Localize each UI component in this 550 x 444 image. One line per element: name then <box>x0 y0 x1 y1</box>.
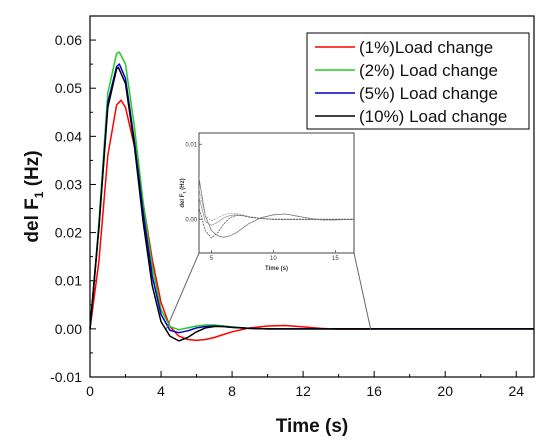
inset-series-line-1 <box>199 173 354 238</box>
x-tick-label: 16 <box>366 383 382 399</box>
x-tick-label: 0 <box>86 383 94 399</box>
legend-label-2: (2%) Load change <box>359 61 498 80</box>
inset-series-line-4 <box>199 204 354 239</box>
inset-y-tick-label: 0.01 <box>185 142 197 148</box>
zoom-line-left <box>165 252 200 330</box>
inset-x-tick-label: 15 <box>332 256 339 262</box>
y-tick-label: 0.04 <box>55 128 82 144</box>
x-tick-label: 20 <box>437 383 453 399</box>
inset-plot: 5 10 15 0.00 0.01 Time (s) del F1 (Hz) <box>180 132 355 272</box>
y-tick-label: 0.05 <box>55 80 82 96</box>
inset-x-tick-label: 10 <box>270 256 277 262</box>
legend-label-4: (10%) Load change <box>359 107 507 126</box>
x-tick-label: 12 <box>295 383 311 399</box>
y-tick-label: -0.01 <box>50 369 82 385</box>
plot-frame <box>89 15 535 378</box>
inset-y-axis-title: del F1 (Hz) <box>180 178 187 207</box>
inset-y-tick-label: 0.00 <box>185 217 197 223</box>
y-tick-label: 0.02 <box>55 225 82 241</box>
legend-label-3: (5%) Load change <box>359 84 498 103</box>
legend: (1%)Load change (2%) Load change (5%) Load… <box>306 32 530 130</box>
inset-frame <box>198 132 355 254</box>
main-plot-area: 0 4 8 12 16 20 24 -0.01 0.00 0.01 0.02 0.03 0.04 0.05… <box>22 15 535 437</box>
x-tick-label: 8 <box>228 383 236 399</box>
y-axis-title: del F1 (Hz) <box>22 150 46 242</box>
legend-box <box>306 32 530 130</box>
zoom-connector-lines <box>165 252 372 330</box>
y-tick-label: 0.01 <box>55 273 82 289</box>
series-line-4 <box>89 66 534 342</box>
inset-x-tick-label: 5 <box>210 256 214 262</box>
x-axis-title: Time (s) <box>276 416 349 437</box>
inset-x-axis-title: Time (s) <box>265 266 288 272</box>
legend-label-1: (1%)Load change <box>359 38 493 57</box>
y-tick-label: 0.03 <box>55 176 82 192</box>
y-tick-label: 0.00 <box>55 321 82 337</box>
y-tick-label: 0.06 <box>55 32 82 48</box>
zoom-line-right <box>353 252 372 329</box>
x-tick-label: 4 <box>157 383 165 399</box>
x-tick-label: 24 <box>508 383 524 399</box>
